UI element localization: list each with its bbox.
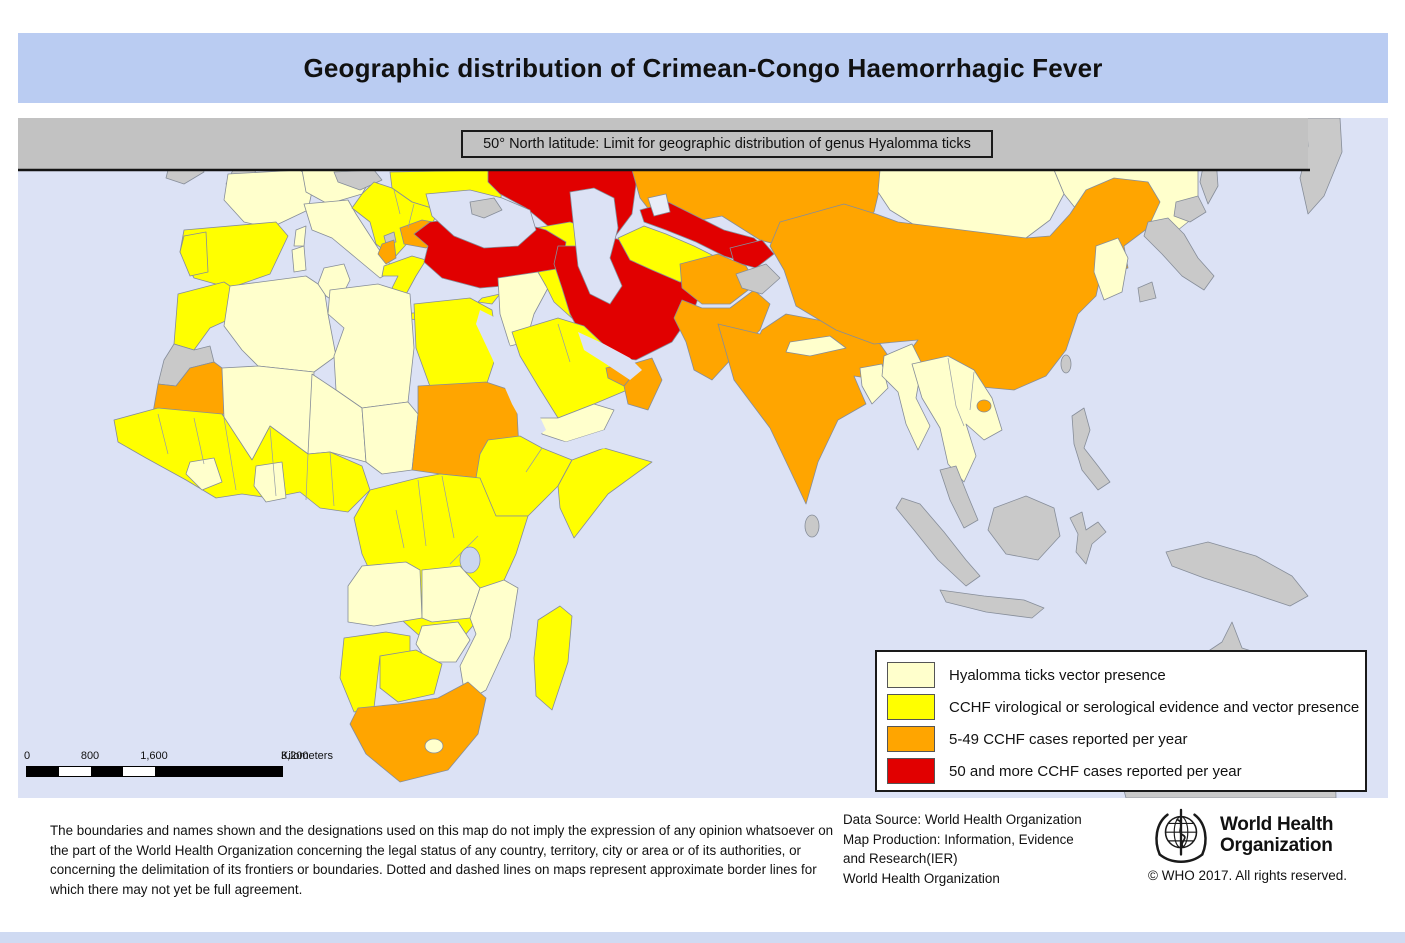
region-philippines (1071, 407, 1111, 491)
region-taiwan (1060, 354, 1072, 374)
region-indochina (911, 355, 1003, 483)
data-source-block: Data Source: World Health Organization M… (843, 812, 1082, 886)
region-corsica (293, 225, 307, 247)
scale-tick-0: 0 (24, 750, 31, 762)
copyright-text: © WHO 2017. All rights reserved. (1148, 868, 1348, 883)
region-crimea (469, 197, 503, 219)
scale-tick-800: 800 (80, 750, 100, 762)
region-albania (377, 239, 397, 265)
red-sea (476, 310, 546, 440)
region-java (939, 589, 1045, 619)
region-ethiopia (475, 435, 573, 517)
region-west-africa (113, 407, 371, 513)
lake-victoria (459, 546, 481, 574)
legend-swatch-red (887, 758, 935, 784)
region-ghana (253, 461, 287, 503)
region-tajikistan (729, 239, 775, 269)
region-new-guinea (1165, 541, 1309, 607)
latitude-annotation: 50° North latitude: Limit for geographic… (461, 130, 993, 158)
region-japan-kyushu (1137, 281, 1157, 303)
region-chad (361, 401, 419, 475)
region-korea (1093, 237, 1129, 301)
who-logo-icon (1155, 808, 1207, 863)
map-area: 50° North latitude: Limit for geographic… (18, 118, 1388, 798)
legend-label: CCHF virological or serological evidence… (949, 698, 1360, 716)
black-sea (425, 189, 537, 249)
legend-item: Hyalomma ticks vector presence (887, 659, 1355, 691)
region-japan-honshu (1143, 217, 1215, 291)
legend-label: 5-49 CCHF cases reported per year (949, 730, 1188, 748)
scale-bar-labels: 0 800 1,600 3,200 Kilometers (24, 750, 333, 762)
legend-swatch-orange (887, 726, 935, 752)
region-liberia (185, 457, 223, 491)
region-borneo (987, 495, 1061, 561)
scale-bar-segments (26, 766, 283, 777)
region-nepal (785, 335, 847, 357)
legend-label: Hyalomma ticks vector presence (949, 666, 1166, 684)
region-sumatra (895, 497, 981, 587)
region-zimbabwe (415, 621, 471, 663)
legend-item: 5-49 CCHF cases reported per year (887, 723, 1355, 755)
region-portugal (179, 231, 209, 277)
region-libya (327, 283, 415, 409)
internal-borders (157, 189, 975, 565)
region-cyprus (477, 293, 501, 305)
bottom-strip (0, 932, 1405, 943)
region-algeria (223, 275, 337, 373)
region-afghanistan (679, 253, 757, 305)
gulf-of-aden (542, 430, 618, 454)
region-china (769, 177, 1161, 391)
caspian-sea (569, 187, 623, 305)
persian-gulf (578, 332, 642, 380)
scale-tick-1600: 1,600 (140, 750, 168, 762)
legend-item: 50 and more CCHF cases reported per year (887, 755, 1355, 787)
region-kashmir (735, 263, 781, 295)
region-egypt (413, 297, 499, 393)
region-angola (347, 561, 423, 627)
region-japan-hokkaido (1173, 195, 1207, 223)
region-botswana (379, 649, 443, 703)
scale-bar: 0 800 1,600 3,200 Kilometers (24, 750, 446, 784)
map-legend: Hyalomma ticks vector presence CCHF viro… (875, 650, 1367, 792)
region-sulawesi (1069, 511, 1107, 565)
aral-sea (647, 193, 671, 217)
region-bangladesh (859, 363, 889, 405)
region-hainan (976, 399, 992, 413)
region-malay-peninsula (939, 465, 979, 529)
who-logo-text: World Health Organization (1220, 814, 1334, 856)
region-yemen (537, 403, 615, 443)
legend-swatch-yellow (887, 694, 935, 720)
region-lesotho (424, 738, 444, 754)
region-somalia (557, 447, 653, 539)
disclaimer-text: The boundaries and names shown and the d… (50, 823, 834, 897)
legend-item: CCHF virological or serological evidence… (887, 691, 1359, 723)
region-sri-lanka (804, 514, 820, 538)
region-south-africa (349, 681, 487, 783)
page-title: Geographic distribution of Crimean-Congo… (303, 52, 1103, 83)
footer: The boundaries and names shown and the d… (0, 798, 1405, 932)
legend-label: 50 and more CCHF cases reported per year (949, 762, 1242, 780)
legend-swatch-cream (887, 662, 935, 688)
region-madagascar (533, 605, 573, 711)
title-bar: Geographic distribution of Crimean-Congo… (18, 33, 1388, 103)
region-sardinia (291, 245, 307, 273)
